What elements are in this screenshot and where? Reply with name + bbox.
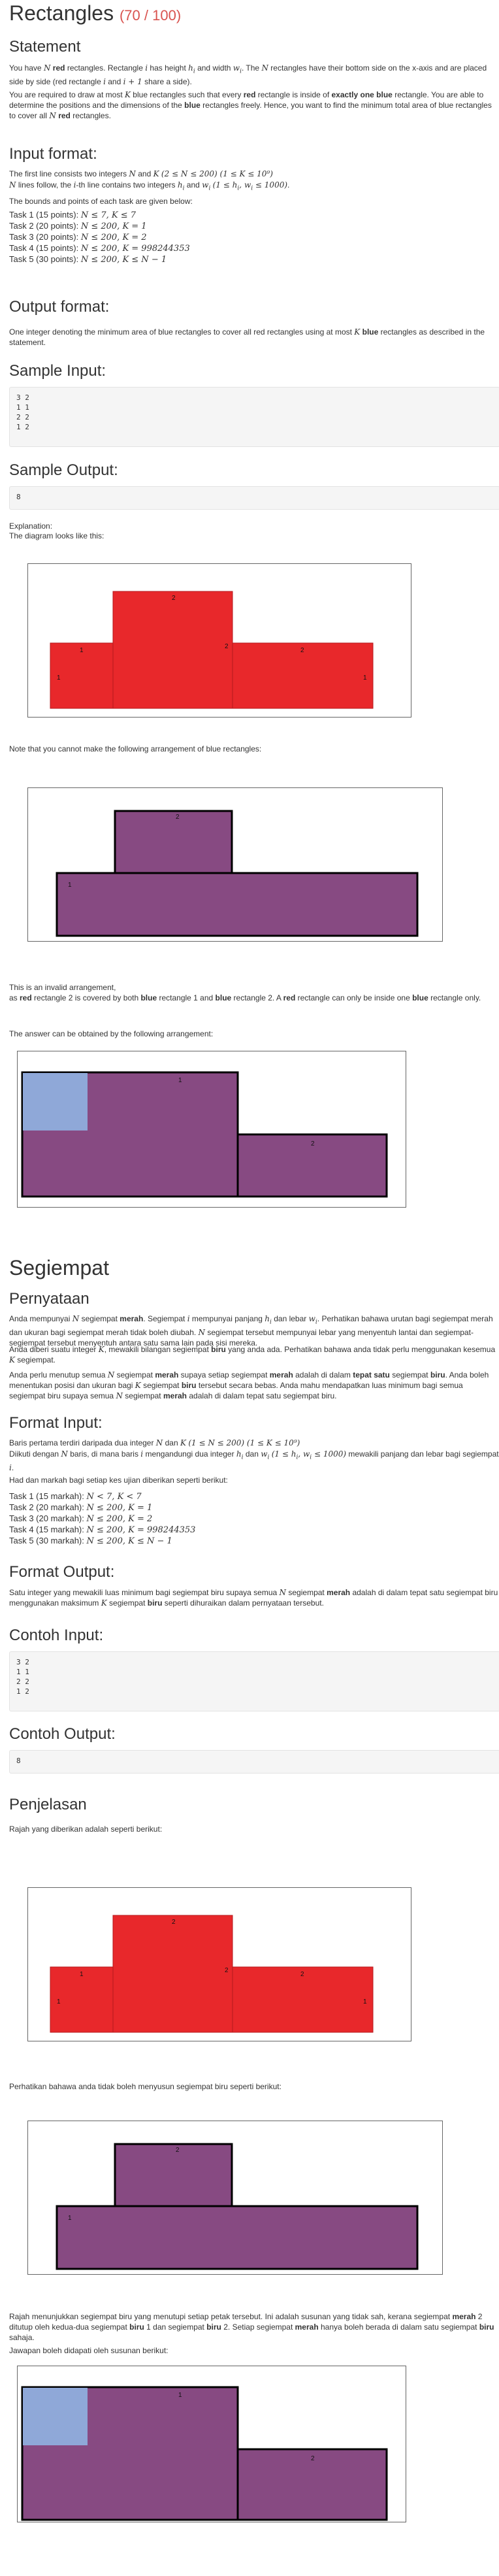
heading-sample-input: Sample Input: xyxy=(9,362,106,380)
label-b1: 1 xyxy=(68,2215,72,2222)
statement-ms-2: Anda diberi suatu integer K, mewakili bi… xyxy=(9,1345,496,1364)
sample-input-block-ms: 3 2 1 1 2 2 1 2 xyxy=(9,1651,499,1711)
input-ms-3: Had dan markah bagi setiap kes ujian dib… xyxy=(9,1476,228,1485)
problem-title-ms: Segiempat xyxy=(9,1256,109,1280)
explanation-text-3: This is an invalid arrangement, xyxy=(9,983,116,992)
input-ms-1: Baris pertama terdiri daripada dua integ… xyxy=(9,1438,300,1447)
statement-ms-3: Anda perlu menutup semua N segiempat mer… xyxy=(9,1370,489,1400)
label-r3-side: 1 xyxy=(363,1998,367,2006)
heading-sample-output-ms: Contoh Output: xyxy=(9,1725,116,1743)
red-rectangle-1 xyxy=(50,642,114,709)
red-rectangle-3 xyxy=(232,642,374,709)
input-line-2: N lines follow, the i-th line contains t… xyxy=(9,180,290,192)
sample-output-block-ms: 8 xyxy=(9,1750,499,1774)
label-r1-top: 1 xyxy=(80,647,84,654)
label-b1: 1 xyxy=(68,882,72,889)
explanation-ms-2: Perhatikan bahawa anda tidak boleh menyu… xyxy=(9,2082,282,2091)
label-r3-top: 2 xyxy=(300,1971,304,1978)
heading-input-ms: Format Input: xyxy=(9,1414,103,1432)
score-badge: (70 / 100) xyxy=(119,7,182,24)
task-4: Task 4 (15 points): N ≤ 200, K = 9982443… xyxy=(9,243,190,254)
label-v1: 1 xyxy=(178,2392,182,2399)
red-rectangle-2 xyxy=(112,591,233,709)
heading-input-format: Input format: xyxy=(9,145,97,163)
input-line-3: The bounds and points of each task are g… xyxy=(9,197,193,206)
explanation-ms-4: Jawapan boleh didapati oleh susunan beri… xyxy=(9,2346,169,2355)
label-r1-top: 1 xyxy=(80,1971,84,1978)
label-b2: 2 xyxy=(176,2147,180,2154)
explanation-text-5: The answer can be obtained by the follow… xyxy=(9,1029,214,1038)
explanation-ms-3: Rajah menunjukkan segiempat biru yang me… xyxy=(9,2312,494,2342)
red-rectangle-1 xyxy=(50,1966,114,2033)
output-text: One integer denoting the minimum area of… xyxy=(9,327,485,347)
label-r3-side: 1 xyxy=(363,674,367,682)
statement-paragraph-1: You have N red rectangles. Rectangle i h… xyxy=(9,63,487,87)
label-r2-side: 2 xyxy=(225,643,229,650)
explanation-ms-1: Rajah yang diberikan adalah seperti beri… xyxy=(9,1825,163,1834)
problem-title: Rectangles (70 / 100) xyxy=(9,1,182,25)
task-ms-4: Task 4 (15 markah): N ≤ 200, K = 9982443… xyxy=(9,1525,196,1535)
uncovered-area xyxy=(23,1073,88,1131)
explanation-text-4: as red rectangle 2 is covered by both bl… xyxy=(9,993,481,1002)
explanation-label: Explanation: xyxy=(9,521,53,531)
diagram-valid-arrangement-ms: 1 2 xyxy=(17,2366,406,2522)
uncovered-area xyxy=(23,2388,88,2445)
label-v2: 2 xyxy=(311,1140,315,1148)
task-5: Task 5 (30 points): N ≤ 200, K ≤ N − 1 xyxy=(9,254,167,265)
statement-ms-1: Anda mempunyai N segiempat merah. Segiem… xyxy=(9,1314,493,1348)
blue-rectangle-top xyxy=(114,2143,233,2207)
diagram-invalid-arrangement: 2 1 xyxy=(27,787,443,942)
blue-rectangle-2 xyxy=(236,2448,388,2521)
statement-paragraph-2: You are required to draw at most K blue … xyxy=(9,90,492,120)
task-ms-1: Task 1 (15 markah): N < 7, K < 7 xyxy=(9,1491,142,1502)
explanation-text-2: Note that you cannot make the following … xyxy=(9,744,262,753)
label-b2: 2 xyxy=(176,814,180,821)
diagram-valid-arrangement: 1 2 xyxy=(17,1051,406,1208)
heading-statement: Statement xyxy=(9,38,81,56)
label-r1-side: 1 xyxy=(57,1998,61,2006)
task-2: Task 2 (20 points): N ≤ 200, K = 1 xyxy=(9,221,147,231)
red-rectangle-2 xyxy=(112,1915,233,2033)
input-line-1: The first line consists two integers N a… xyxy=(9,169,273,178)
diagram-red-rectangles-ms: 1 1 2 2 2 1 xyxy=(27,1887,411,2041)
task-3: Task 3 (20 points): N ≤ 200, K = 2 xyxy=(9,232,147,242)
heading-sample-output: Sample Output: xyxy=(9,461,118,479)
task-1: Task 1 (15 points): N ≤ 7, K ≤ 7 xyxy=(9,210,137,220)
heading-explanation-ms: Penjelasan xyxy=(9,1796,87,1813)
output-ms: Satu integer yang mewakili luas minimum … xyxy=(9,1588,498,1608)
diagram-invalid-arrangement-ms: 2 1 xyxy=(27,2121,443,2275)
label-v1: 1 xyxy=(178,1077,182,1084)
label-v2: 2 xyxy=(311,2455,315,2462)
task-ms-5: Task 5 (30 markah): N ≤ 200, K ≤ N − 1 xyxy=(9,1536,172,1546)
heading-statement-ms: Pernyataan xyxy=(9,1290,89,1308)
heading-output-format: Output format: xyxy=(9,298,110,316)
sample-output-block: 8 xyxy=(9,486,499,510)
input-ms-2: Diikuti dengan N baris, di mana baris i … xyxy=(9,1449,499,1473)
heading-sample-input-ms: Contoh Input: xyxy=(9,1627,104,1644)
blue-rectangle-bottom xyxy=(56,872,419,937)
heading-output-ms: Format Output: xyxy=(9,1563,115,1581)
label-r1-side: 1 xyxy=(57,674,61,682)
task-ms-2: Task 2 (20 markah): N ≤ 200, K = 1 xyxy=(9,1502,153,1513)
label-r2-side: 2 xyxy=(225,1967,229,1974)
blue-rectangle-bottom xyxy=(56,2205,419,2270)
label-r2-top: 2 xyxy=(172,595,176,602)
diagram-red-rectangles: 1 1 2 2 2 1 xyxy=(27,563,411,718)
explanation-text-1: The diagram looks like this: xyxy=(9,531,105,540)
red-rectangle-3 xyxy=(232,1966,374,2033)
task-ms-3: Task 3 (20 markah): N ≤ 200, K = 2 xyxy=(9,1513,153,1524)
label-r3-top: 2 xyxy=(300,647,304,654)
sample-input-block: 3 2 1 1 2 2 1 2 xyxy=(9,387,499,447)
blue-rectangle-2 xyxy=(236,1133,388,1198)
blue-rectangle-top xyxy=(114,810,233,874)
label-r2-top: 2 xyxy=(172,1919,176,1926)
